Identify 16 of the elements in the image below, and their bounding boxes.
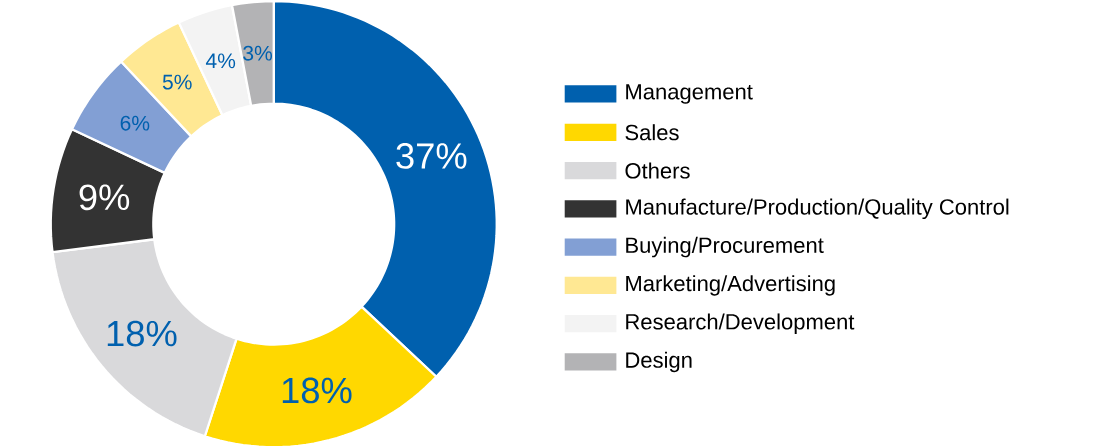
legend-label: Design [626,351,692,373]
data-label: 6% [120,115,150,131]
data-label: 9% [79,184,130,211]
legend-label: Sales [625,124,679,141]
data-label: 3% [243,45,273,61]
legend-label: Research/Development [626,313,855,334]
legend-label: Buying/Procurement [626,236,824,258]
data-label: 18% [107,320,177,347]
data-label: 4% [205,53,236,69]
data-label: 18% [282,377,352,404]
data-label: 37% [396,142,467,169]
legend-label: Manufacture/Production/Quality Control [626,198,1009,219]
legend-label: Others [625,162,690,179]
data-label: 5% [162,74,192,90]
legend-label: Management [626,83,753,104]
legend-label: Marketing/Advertising [626,275,835,296]
